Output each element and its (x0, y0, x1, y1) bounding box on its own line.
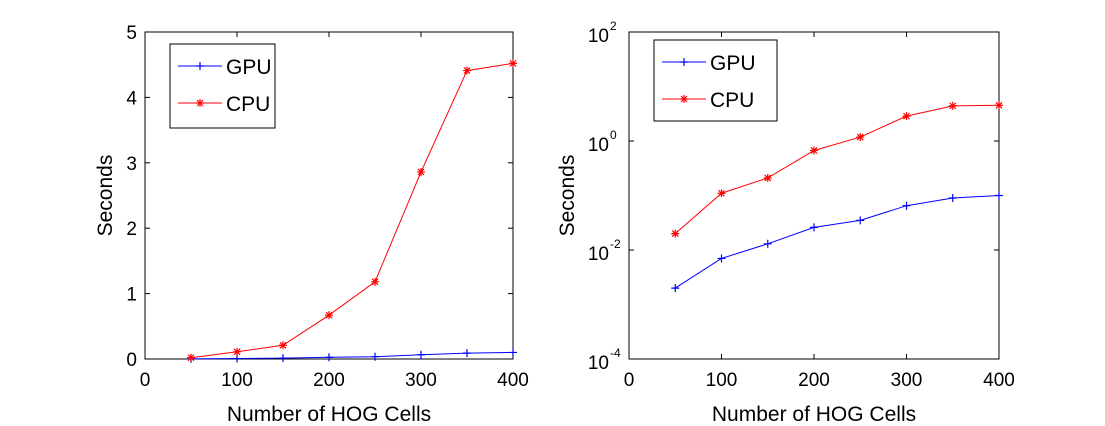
series-cpu (671, 101, 1003, 238)
x-tick-label: 100 (706, 370, 738, 391)
data-point-gpu (763, 239, 772, 248)
x-tick-label: 0 (624, 370, 635, 391)
series-line-cpu (674, 104, 1000, 234)
data-point-cpu (509, 59, 517, 68)
series-line-cpu (190, 62, 514, 359)
y-tick-label: 4 (126, 88, 137, 109)
data-point-cpu (995, 101, 1003, 110)
x-axis-label: Number of HOG Cells (227, 403, 431, 426)
data-point-cpu (417, 167, 425, 176)
x-tick-label: 400 (983, 370, 1015, 391)
legend-box (653, 39, 778, 122)
data-point-gpu (509, 348, 517, 357)
y-tick-label: 1 (126, 285, 137, 306)
y-axis-label: Seconds (94, 155, 117, 237)
series-gpu (671, 191, 1003, 293)
data-point-gpu (717, 254, 726, 263)
data-point-gpu (995, 191, 1003, 200)
data-point-gpu (810, 223, 818, 232)
data-point-cpu (233, 347, 241, 356)
x-tick-label: 200 (313, 370, 345, 391)
x-tick-label: 400 (497, 370, 529, 391)
data-point-gpu (948, 193, 957, 202)
data-point-gpu (233, 354, 241, 363)
data-point-gpu (325, 353, 333, 362)
data-point-gpu (371, 352, 379, 361)
series-cpu (187, 59, 517, 362)
data-point-cpu (187, 353, 195, 362)
y-tick-label: 10 (588, 244, 609, 265)
data-point-cpu (948, 101, 957, 110)
x-tick-label: 300 (405, 370, 437, 391)
legend-marker-gpu (680, 58, 688, 66)
y-tick-exponent: 0 (610, 128, 617, 142)
data-point-gpu (463, 349, 471, 358)
y-tick-label: 5 (126, 23, 137, 44)
x-tick-label: 300 (891, 370, 923, 391)
y-tick-label: 2 (126, 219, 137, 240)
legend-marker-cpu (680, 95, 688, 103)
data-point-cpu (902, 112, 911, 121)
data-point-cpu (810, 146, 818, 155)
data-point-gpu (417, 350, 425, 359)
y-tick-label: 0 (126, 350, 137, 371)
data-point-gpu (856, 216, 865, 225)
legend-marker-cpu (196, 99, 204, 107)
data-point-cpu (463, 66, 471, 75)
legend-label-gpu: GPU (226, 56, 272, 79)
chart-panel-1: 0 100 200 300 400 0 1 2 3 4 5 Number of HOG Cells Se… (94, 23, 529, 426)
x-axis-label: Number of HOG Cells (712, 403, 916, 426)
x-tick-label: 0 (140, 370, 151, 391)
data-point-cpu (717, 189, 726, 198)
legend-marker-gpu (196, 62, 204, 70)
legend-label-gpu: GPU (710, 52, 756, 75)
y-tick-exponent: -2 (610, 237, 621, 251)
x-tick-label: 200 (798, 370, 830, 391)
y-tick-exponent: -4 (610, 346, 621, 360)
data-point-cpu (279, 341, 287, 350)
data-point-cpu (671, 229, 680, 238)
legend-box (169, 43, 276, 129)
legend-label-cpu: CPU (226, 93, 270, 116)
data-point-gpu (279, 354, 287, 363)
series-line-gpu (190, 351, 514, 360)
data-point-cpu (371, 277, 379, 286)
y-tick-label: 10 (588, 26, 609, 47)
legend-label-cpu: CPU (710, 89, 754, 112)
y-tick-label: 10 (588, 135, 609, 156)
y-tick-label: 3 (126, 154, 137, 175)
y-tick-exponent: 2 (610, 19, 617, 33)
x-tick-label: 100 (221, 370, 253, 391)
y-axis-label: Seconds (556, 155, 579, 237)
legend: GPU CPU (653, 39, 778, 122)
data-point-gpu (671, 284, 680, 293)
legend: GPU CPU (169, 43, 276, 129)
series-line-gpu (674, 195, 1000, 289)
data-point-cpu (763, 173, 772, 182)
y-tick-label: 10 (588, 353, 609, 374)
data-point-gpu (902, 201, 911, 210)
data-point-cpu (325, 311, 333, 320)
data-point-cpu (856, 133, 865, 142)
